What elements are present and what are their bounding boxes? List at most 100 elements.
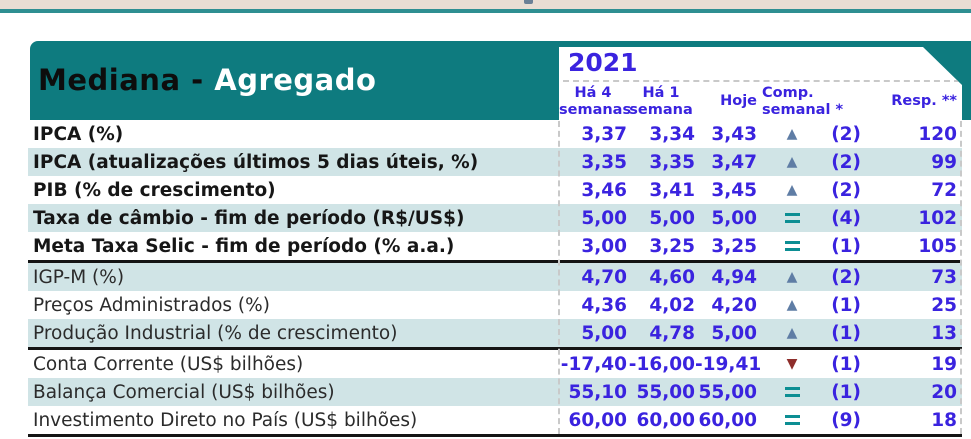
column-header-line: Comp. xyxy=(762,84,814,101)
value-4-weeks-ago: 3,35 xyxy=(581,151,627,173)
comparison-weeks-count: (2) xyxy=(831,266,861,288)
indicator-label: Conta Corrente (US$ bilhões) xyxy=(33,353,304,375)
value-4-weeks-ago: 3,37 xyxy=(581,123,627,145)
weekly-comparison-cell: ▲ xyxy=(757,155,827,169)
value-today: 5,00 xyxy=(711,322,757,344)
indicator-label: Preços Administrados (%) xyxy=(33,294,270,316)
value-today: -19,41 xyxy=(695,353,762,375)
value-today: 4,20 xyxy=(711,294,757,316)
table-row: Taxa de câmbio - fim de período (R$/US$)… xyxy=(28,204,962,232)
column-header-respondents: Resp. ** xyxy=(861,93,957,110)
up-arrow-icon: ▲ xyxy=(786,126,798,142)
column-header-line: Há 1 xyxy=(642,84,680,101)
right-dashed-divider xyxy=(960,121,962,434)
value-today: 3,47 xyxy=(711,151,757,173)
table-row: Preços Administrados (%) 4,36 4,02 4,20 ▲ (1)… xyxy=(28,291,962,319)
value-1-week-ago: 55,00 xyxy=(636,381,695,403)
value-4-weeks-ago: 55,10 xyxy=(568,381,627,403)
value-today: 3,25 xyxy=(711,235,757,257)
column-header-1-week-ago: Há 1 semana xyxy=(627,85,695,118)
top-divider-line xyxy=(0,9,971,13)
value-1-week-ago: 4,60 xyxy=(649,266,695,288)
up-arrow-icon: ▲ xyxy=(786,154,798,170)
table-row: Balança Comercial (US$ bilhões) 55,10 55,0… xyxy=(28,378,962,406)
weekly-comparison-cell: ▲ xyxy=(757,326,827,340)
comparison-weeks-count: (1) xyxy=(831,353,861,375)
respondents-count: 120 xyxy=(918,123,957,145)
column-header-line: Resp. ** xyxy=(891,93,957,110)
column-header-line: semana xyxy=(629,101,693,118)
weekly-comparison-cell: ▼ xyxy=(757,357,827,371)
table-title-aggregate: Agregado xyxy=(214,63,377,97)
weekly-comparison-cell: ▲ xyxy=(757,127,827,141)
year-label: 2021 xyxy=(568,48,638,77)
value-1-week-ago: 3,41 xyxy=(649,179,695,201)
table-row: IPCA (%) 3,37 3,34 3,43 ▲ (2) 120 xyxy=(28,120,962,148)
weekly-comparison-cell: ▲ xyxy=(757,298,827,312)
weekly-comparison-cell: ▲ xyxy=(757,183,827,197)
value-today: 60,00 xyxy=(698,409,757,431)
table-row: IPCA (atualizações últimos 5 dias úteis,… xyxy=(28,148,962,176)
value-1-week-ago: 4,02 xyxy=(649,294,695,316)
respondents-count: 105 xyxy=(918,235,957,257)
value-4-weeks-ago: 4,36 xyxy=(581,294,627,316)
value-1-week-ago: 5,00 xyxy=(649,207,695,229)
group-separator xyxy=(28,260,962,263)
value-today: 3,45 xyxy=(711,179,757,201)
up-arrow-icon: ▲ xyxy=(786,182,798,198)
value-4-weeks-ago: 4,70 xyxy=(581,266,627,288)
value-4-weeks-ago: 5,00 xyxy=(581,207,627,229)
comparison-weeks-count: (1) xyxy=(831,235,861,257)
value-4-weeks-ago: 5,00 xyxy=(581,322,627,344)
table-title: Mediana - Agregado xyxy=(38,41,376,120)
column-header-line: Hoje xyxy=(720,93,757,110)
column-header-weekly-comparison: Comp. semanal * xyxy=(757,85,861,118)
value-1-week-ago: -16,00 xyxy=(628,353,695,375)
indicator-label: Produção Industrial (% de crescimento) xyxy=(33,322,398,344)
table-bottom-border xyxy=(28,434,962,437)
comparison-weeks-count: (1) xyxy=(831,294,861,316)
header-columns-box: 2021 Há 4 semanas Há 1 semana Hoje Comp.… xyxy=(559,47,962,120)
table-row: Conta Corrente (US$ bilhões) -17,40 -16,00… xyxy=(28,350,962,378)
column-header-today: Hoje xyxy=(695,93,757,110)
value-4-weeks-ago: -17,40 xyxy=(560,353,627,375)
up-arrow-icon: ▲ xyxy=(786,269,798,285)
equals-icon xyxy=(784,415,800,425)
value-1-week-ago: 3,25 xyxy=(649,235,695,257)
respondents-count: 102 xyxy=(918,207,957,229)
equals-icon xyxy=(784,213,800,223)
respondents-count: 18 xyxy=(931,409,957,431)
value-today: 4,94 xyxy=(711,266,757,288)
up-arrow-icon: ▲ xyxy=(786,325,798,341)
up-arrow-icon: ▲ xyxy=(786,297,798,313)
comparison-weeks-count: (2) xyxy=(831,179,861,201)
value-4-weeks-ago: 60,00 xyxy=(568,409,627,431)
indicator-label: IPCA (atualizações últimos 5 dias úteis,… xyxy=(33,151,479,173)
value-today: 3,43 xyxy=(711,123,757,145)
column-header-4-weeks-ago: Há 4 semanas xyxy=(559,85,631,118)
comparison-weeks-count: (2) xyxy=(831,151,861,173)
column-headers: Há 4 semanas Há 1 semana Hoje Comp. sema… xyxy=(559,83,957,120)
value-1-week-ago: 3,35 xyxy=(649,151,695,173)
header-dashed-divider xyxy=(563,80,960,82)
table-row: Investimento Direto no País (US$ bilhões… xyxy=(28,406,962,434)
respondents-count: 25 xyxy=(931,294,957,316)
table-row: IGP-M (%) 4,70 4,60 4,94 ▲ (2) 73 xyxy=(28,263,962,291)
respondents-count: 20 xyxy=(931,381,957,403)
left-dashed-divider xyxy=(558,121,560,434)
table-title-median: Mediana - xyxy=(38,63,215,97)
indicator-label: Investimento Direto no País (US$ bilhões… xyxy=(33,409,418,431)
value-4-weeks-ago: 3,46 xyxy=(581,179,627,201)
comparison-weeks-count: (1) xyxy=(831,322,861,344)
cropped-text-fragment xyxy=(524,0,533,4)
down-arrow-icon: ▼ xyxy=(786,356,798,372)
rows-container: IPCA (%) 3,37 3,34 3,43 ▲ (2) 120 IPCA (atualiz… xyxy=(28,120,962,437)
weekly-comparison-cell xyxy=(757,213,827,223)
indicator-label: IGP-M (%) xyxy=(33,266,125,288)
value-4-weeks-ago: 3,00 xyxy=(581,235,627,257)
table-row: PIB (% de crescimento) 3,46 3,41 3,45 ▲ (2) 72 xyxy=(28,176,962,204)
column-header-line: semanal * xyxy=(762,101,844,118)
group-separator xyxy=(28,347,962,350)
indicator-label: Meta Taxa Selic - fim de período (% a.a.… xyxy=(33,235,455,257)
respondents-count: 13 xyxy=(931,322,957,344)
